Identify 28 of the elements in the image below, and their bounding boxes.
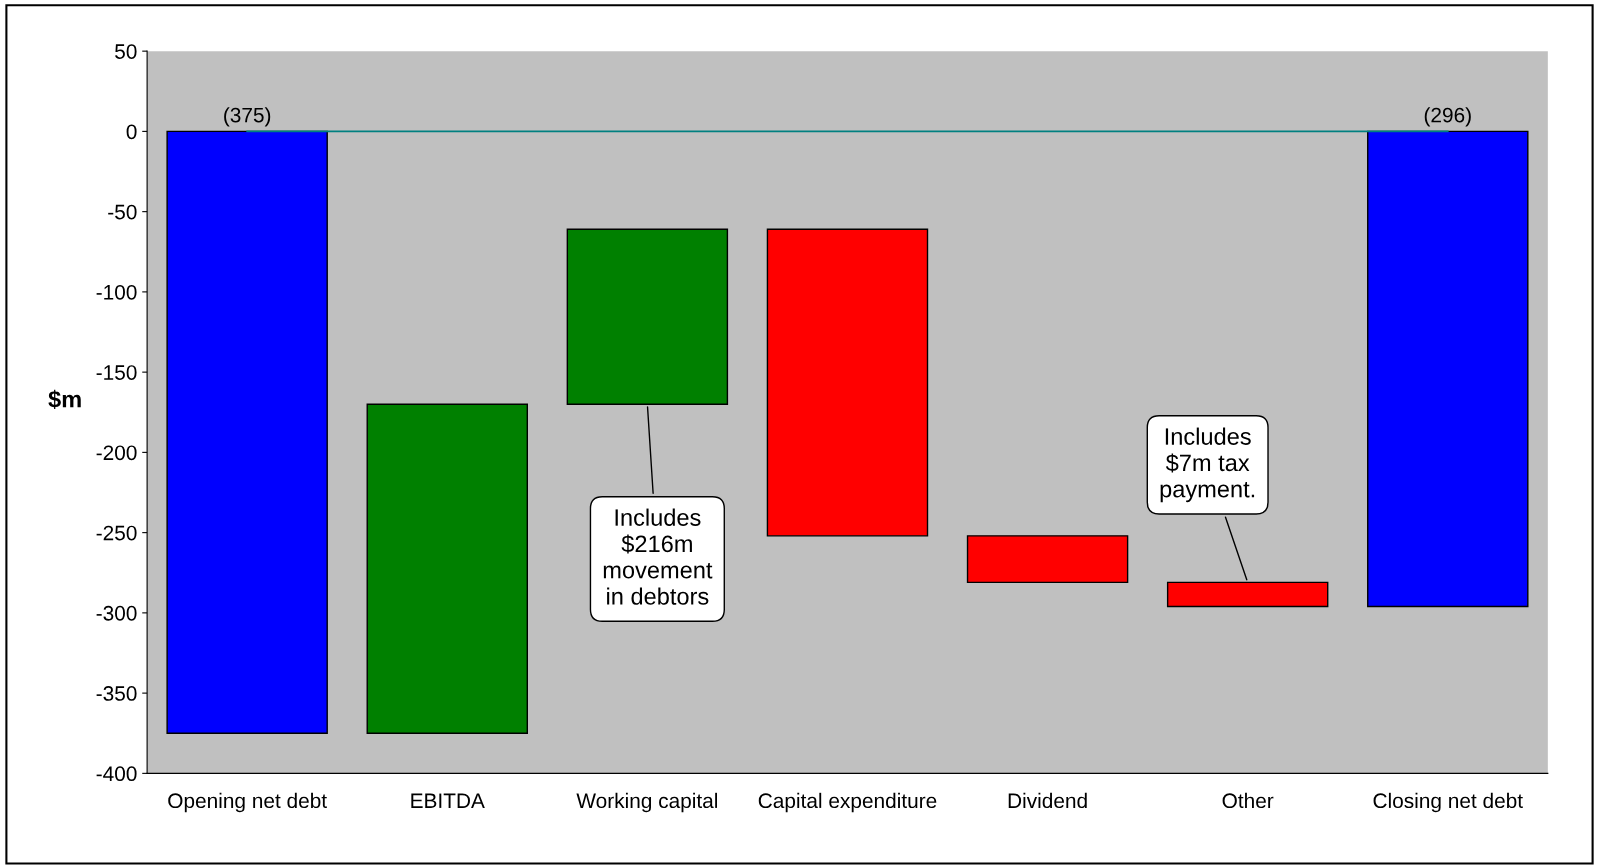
bar <box>1166 581 1329 608</box>
y-tick-label: 50 <box>115 44 137 59</box>
x-tick-label: Other <box>1222 792 1274 809</box>
y-tick-label: -150 <box>96 365 137 380</box>
bar <box>1367 130 1529 608</box>
x-tick-label: Closing net debt <box>1373 792 1523 813</box>
x-tick-label: Dividend <box>1008 792 1087 809</box>
bar <box>766 228 929 537</box>
data-label: (375) <box>224 107 271 127</box>
x-tick-label: Capital expenditure <box>758 792 937 813</box>
y-tick-label: 0 <box>126 124 137 140</box>
y-tick-label: -250 <box>96 525 137 541</box>
x-tick-label: Working capital <box>576 792 717 813</box>
y-tick-label: -200 <box>96 445 137 461</box>
annotation: Includes $216m movement in debtors <box>603 508 713 605</box>
y-tick-label: -100 <box>96 284 137 300</box>
data-label: (296) <box>1424 107 1471 127</box>
bar <box>966 535 1129 584</box>
bar <box>366 403 528 734</box>
y-tick-label: -300 <box>96 605 137 621</box>
annotation: Includes $7m tax payment. <box>1160 427 1255 503</box>
y-tick-label: -50 <box>108 204 137 220</box>
x-tick-label: EBITDA <box>411 793 485 808</box>
bar <box>166 130 328 734</box>
y-tick-label: -400 <box>96 766 137 782</box>
x-tick-label: Opening net debt <box>168 792 327 813</box>
y-axis-title: $m <box>48 389 81 410</box>
y-tick-label: -350 <box>96 686 137 701</box>
